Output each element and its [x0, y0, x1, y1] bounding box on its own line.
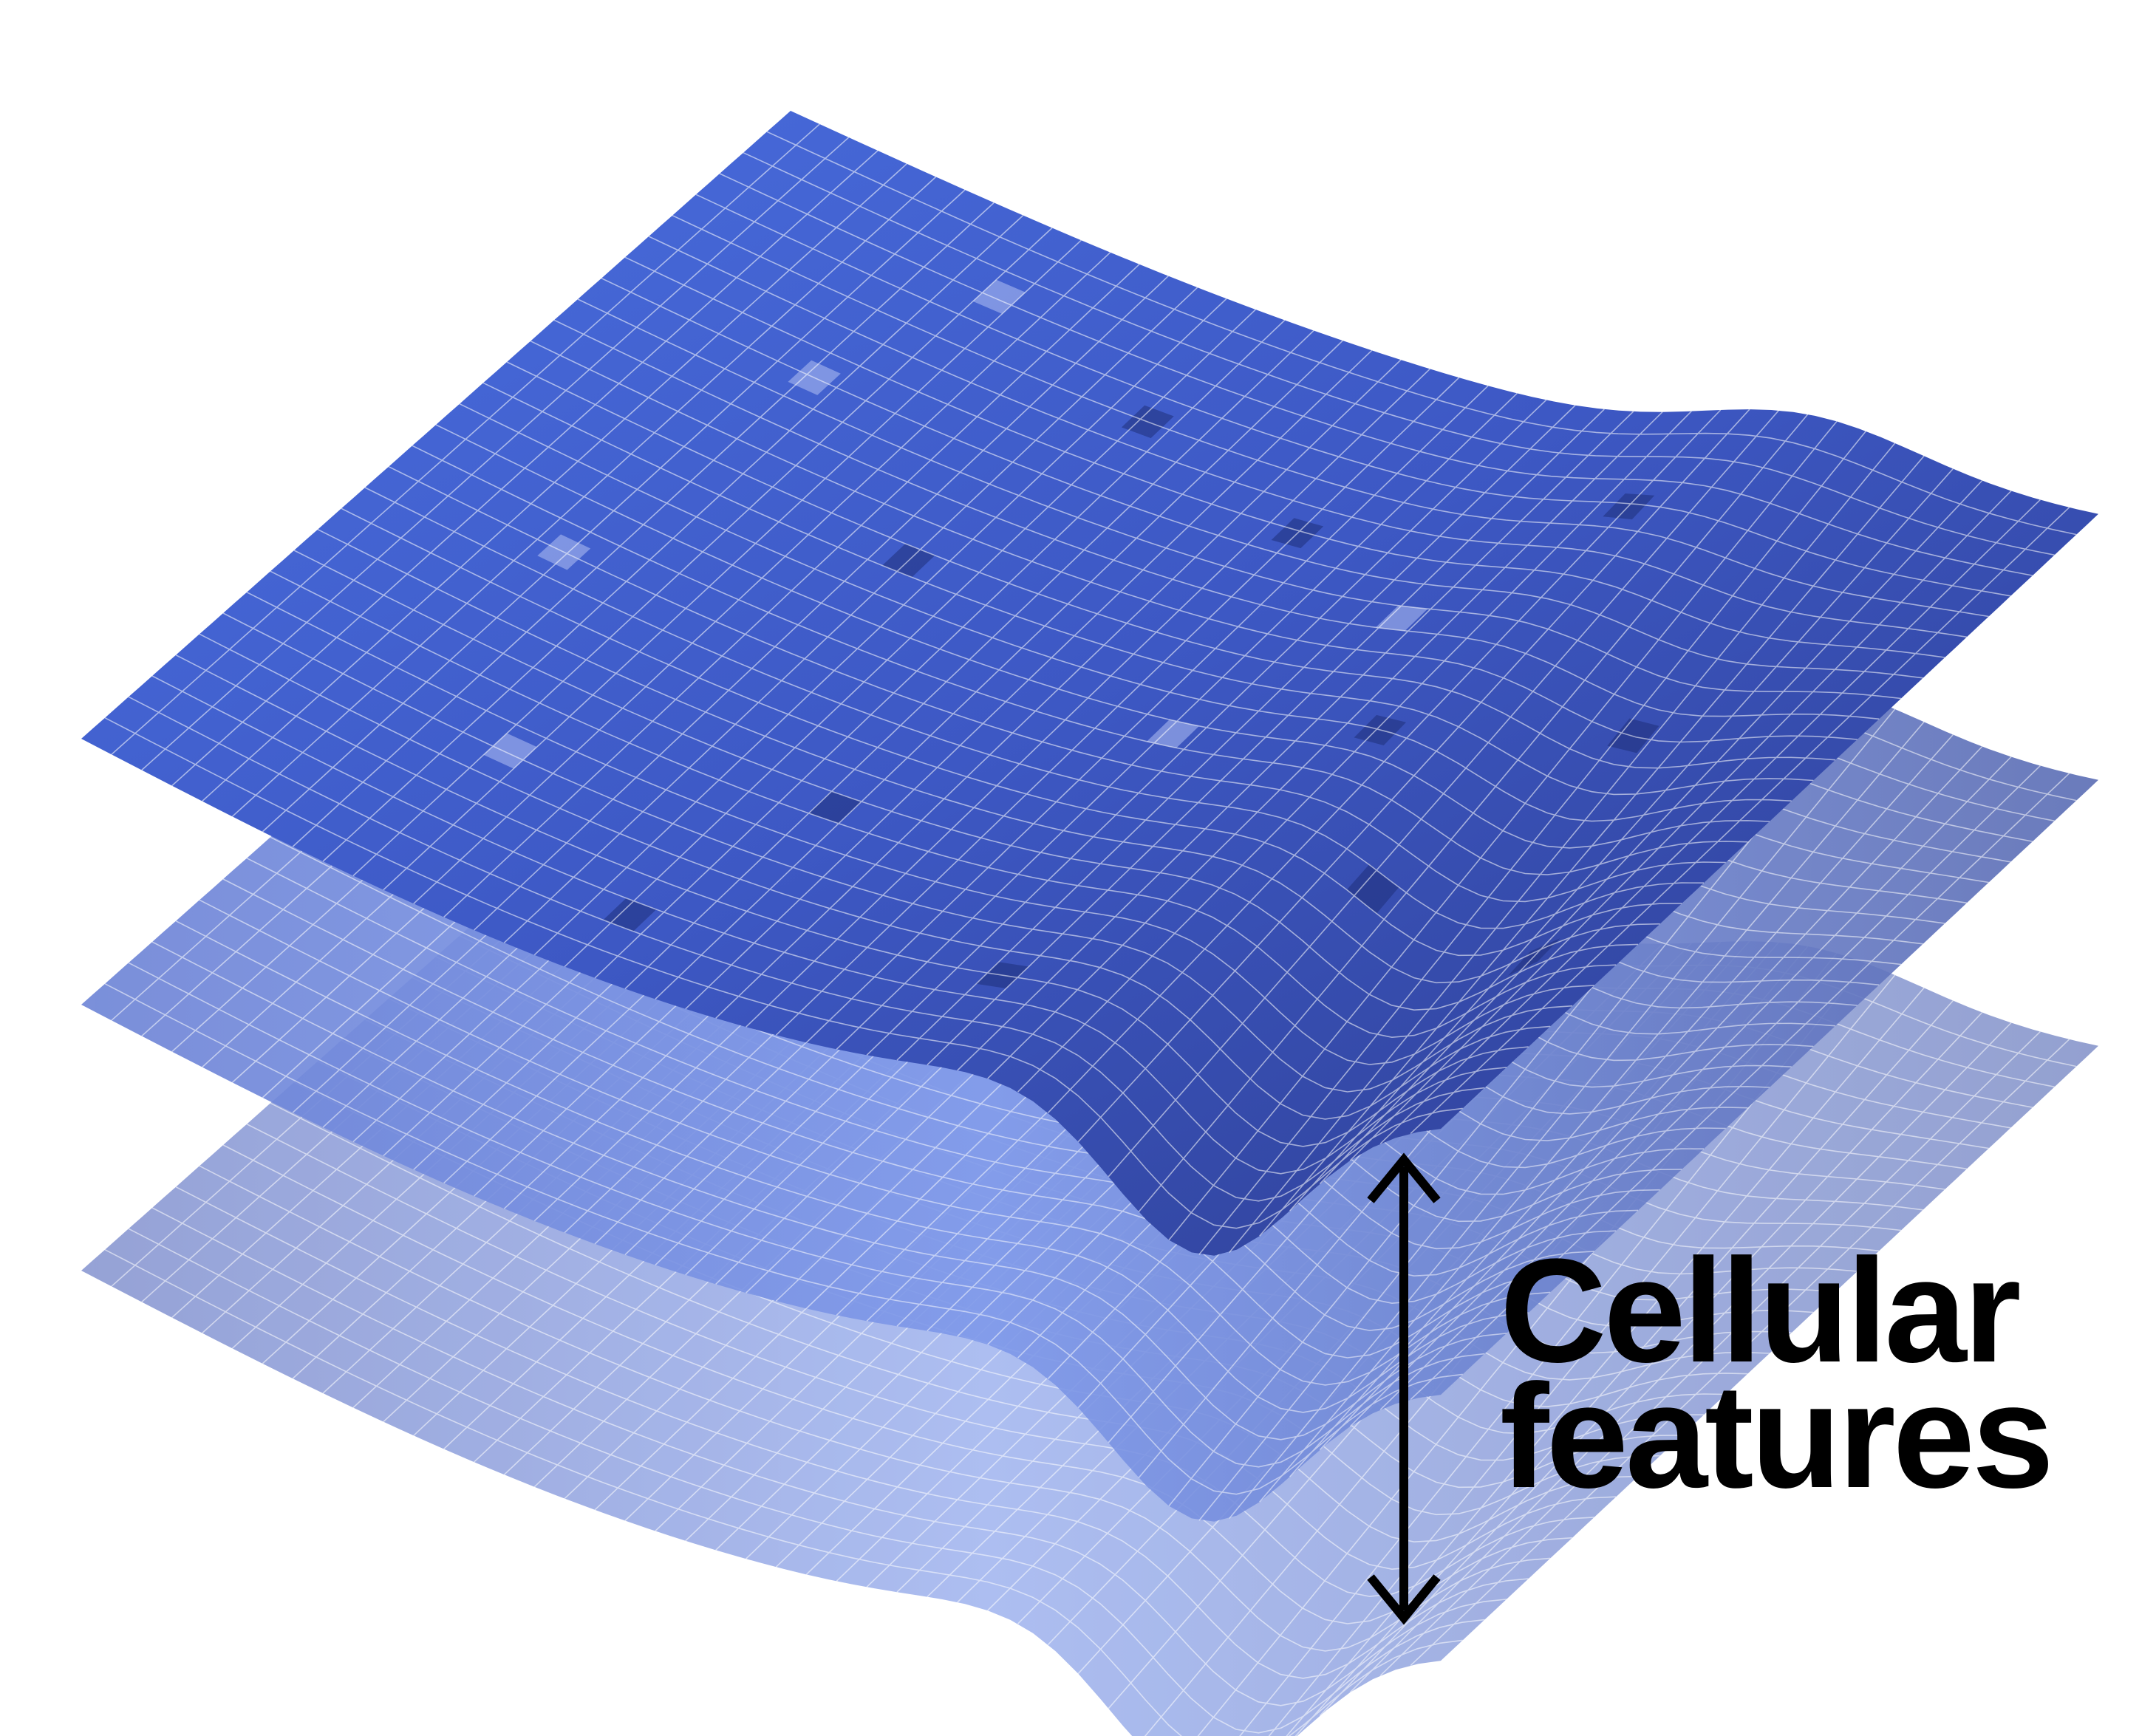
layer-top: [81, 111, 2098, 1256]
highlight-cell: [1147, 720, 1199, 748]
highlight-cell: [603, 898, 657, 932]
highlight-cell: [483, 733, 537, 769]
cellular-features-label: Cellular features: [1500, 1228, 2054, 1519]
label-line-2: features: [1500, 1354, 2054, 1519]
highlight-cell: [1346, 864, 1399, 914]
double-headed-arrow-icon: [1367, 1152, 1441, 1625]
arrow-head-down: [1367, 1574, 1441, 1625]
layer-top-grid: [104, 123, 2077, 1255]
layer-top-surface: [81, 111, 2098, 1256]
highlight-cell: [1375, 605, 1428, 631]
arrow-head-up: [1367, 1152, 1441, 1203]
highlight-cell: [808, 791, 862, 824]
highlight-cell: [972, 279, 1026, 314]
label-line-1: Cellular: [1500, 1228, 2022, 1393]
